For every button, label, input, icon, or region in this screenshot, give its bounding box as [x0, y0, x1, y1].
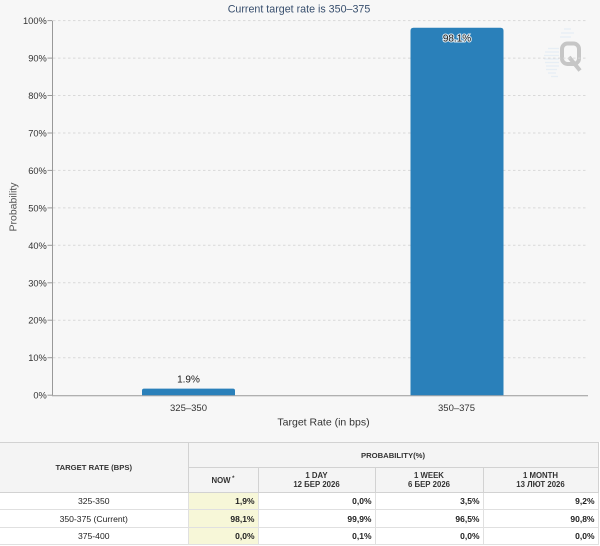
svg-text:80%: 80%	[28, 91, 47, 101]
svg-text:90%: 90%	[28, 54, 47, 64]
svg-text:10%: 10%	[28, 353, 47, 363]
svg-text:1.9%: 1.9%	[177, 374, 200, 385]
svg-text:100%: 100%	[23, 16, 47, 26]
svg-text:20%: 20%	[28, 316, 47, 326]
svg-text:0%: 0%	[33, 391, 46, 401]
svg-text:70%: 70%	[28, 129, 47, 139]
svg-text:350–375: 350–375	[438, 403, 475, 414]
svg-text:Current target rate is 350–375: Current target rate is 350–375	[228, 4, 371, 16]
svg-text:60%: 60%	[28, 166, 47, 176]
svg-text:30%: 30%	[28, 278, 47, 288]
svg-text:Target Rate (in bps): Target Rate (in bps)	[277, 416, 369, 428]
svg-text:40%: 40%	[28, 241, 47, 251]
svg-text:50%: 50%	[28, 203, 47, 213]
svg-text:Probability: Probability	[8, 182, 20, 232]
svg-text:98.1%: 98.1%	[443, 34, 471, 45]
svg-text:325–350: 325–350	[170, 403, 207, 414]
